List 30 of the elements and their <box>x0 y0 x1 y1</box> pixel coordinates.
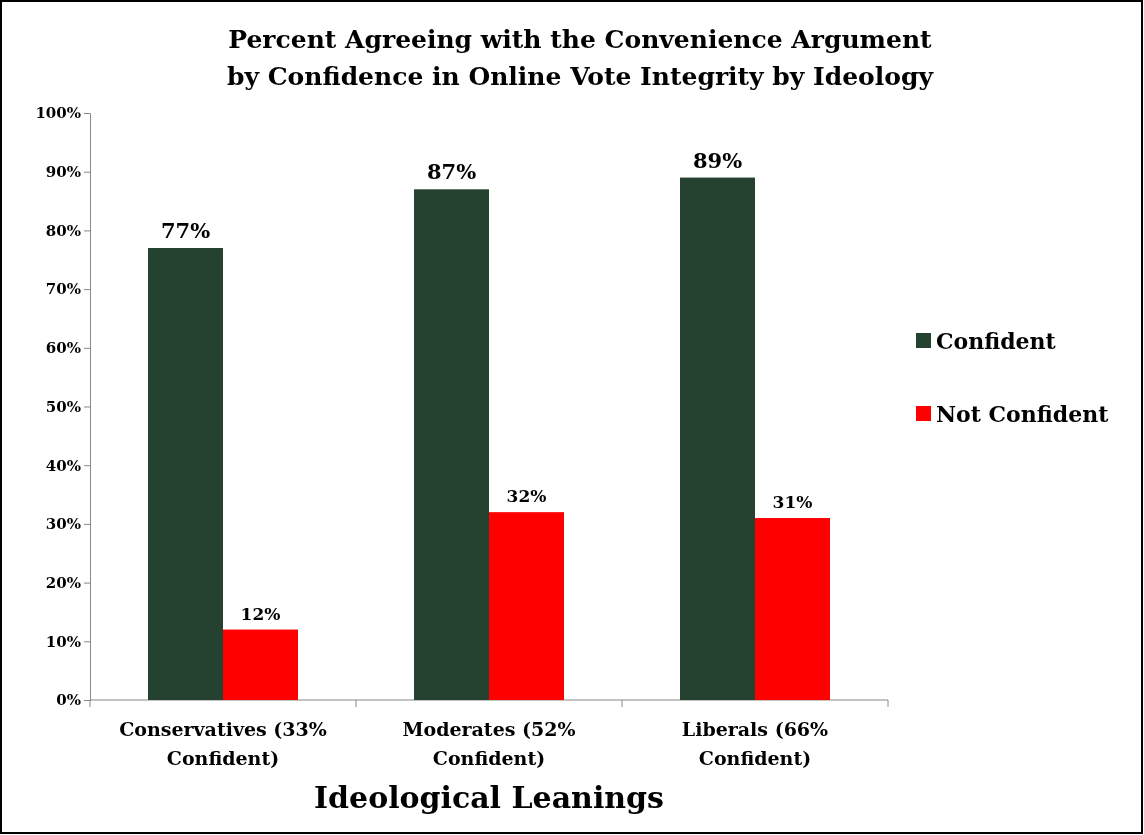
x-tick-label: Conservatives (33% Confident) <box>119 718 327 769</box>
y-tick-label: 20% <box>45 573 81 592</box>
data-label: 77% <box>160 218 211 244</box>
y-tick-label: 80% <box>45 221 81 240</box>
data-label: 87% <box>426 159 477 185</box>
x-axis-title: Ideological Leanings <box>314 780 664 815</box>
y-tick-label: 30% <box>45 515 81 534</box>
bar <box>414 189 489 700</box>
data-label: 32% <box>506 486 547 507</box>
bar <box>489 512 564 700</box>
y-tick-label: 0% <box>56 691 81 710</box>
bar <box>223 629 298 700</box>
bar <box>680 177 755 700</box>
x-tick-label: Moderates (52% Confident) <box>402 718 576 769</box>
bar <box>148 248 223 700</box>
y-tick-label: 100% <box>35 104 81 123</box>
y-tick-label: 70% <box>45 280 81 299</box>
data-label: 89% <box>692 147 743 173</box>
legend-label: Not Confident <box>936 401 1110 427</box>
data-label: 31% <box>772 492 813 513</box>
y-tick-label: 90% <box>45 163 81 181</box>
y-tick-label: 40% <box>45 456 81 475</box>
x-tick-label: Liberals (66% Confident) <box>681 718 829 769</box>
bar <box>755 518 830 700</box>
y-tick-label: 50% <box>45 397 81 416</box>
chart-title: Percent Agreeing with the Convenience Argument by Confidence in Online Vote Integrity by Ideology <box>227 25 935 91</box>
y-tick-label: 60% <box>45 339 81 358</box>
y-tick-label: 10% <box>45 632 81 651</box>
data-label: 12% <box>240 603 281 624</box>
legend-label: Confident <box>936 328 1057 354</box>
